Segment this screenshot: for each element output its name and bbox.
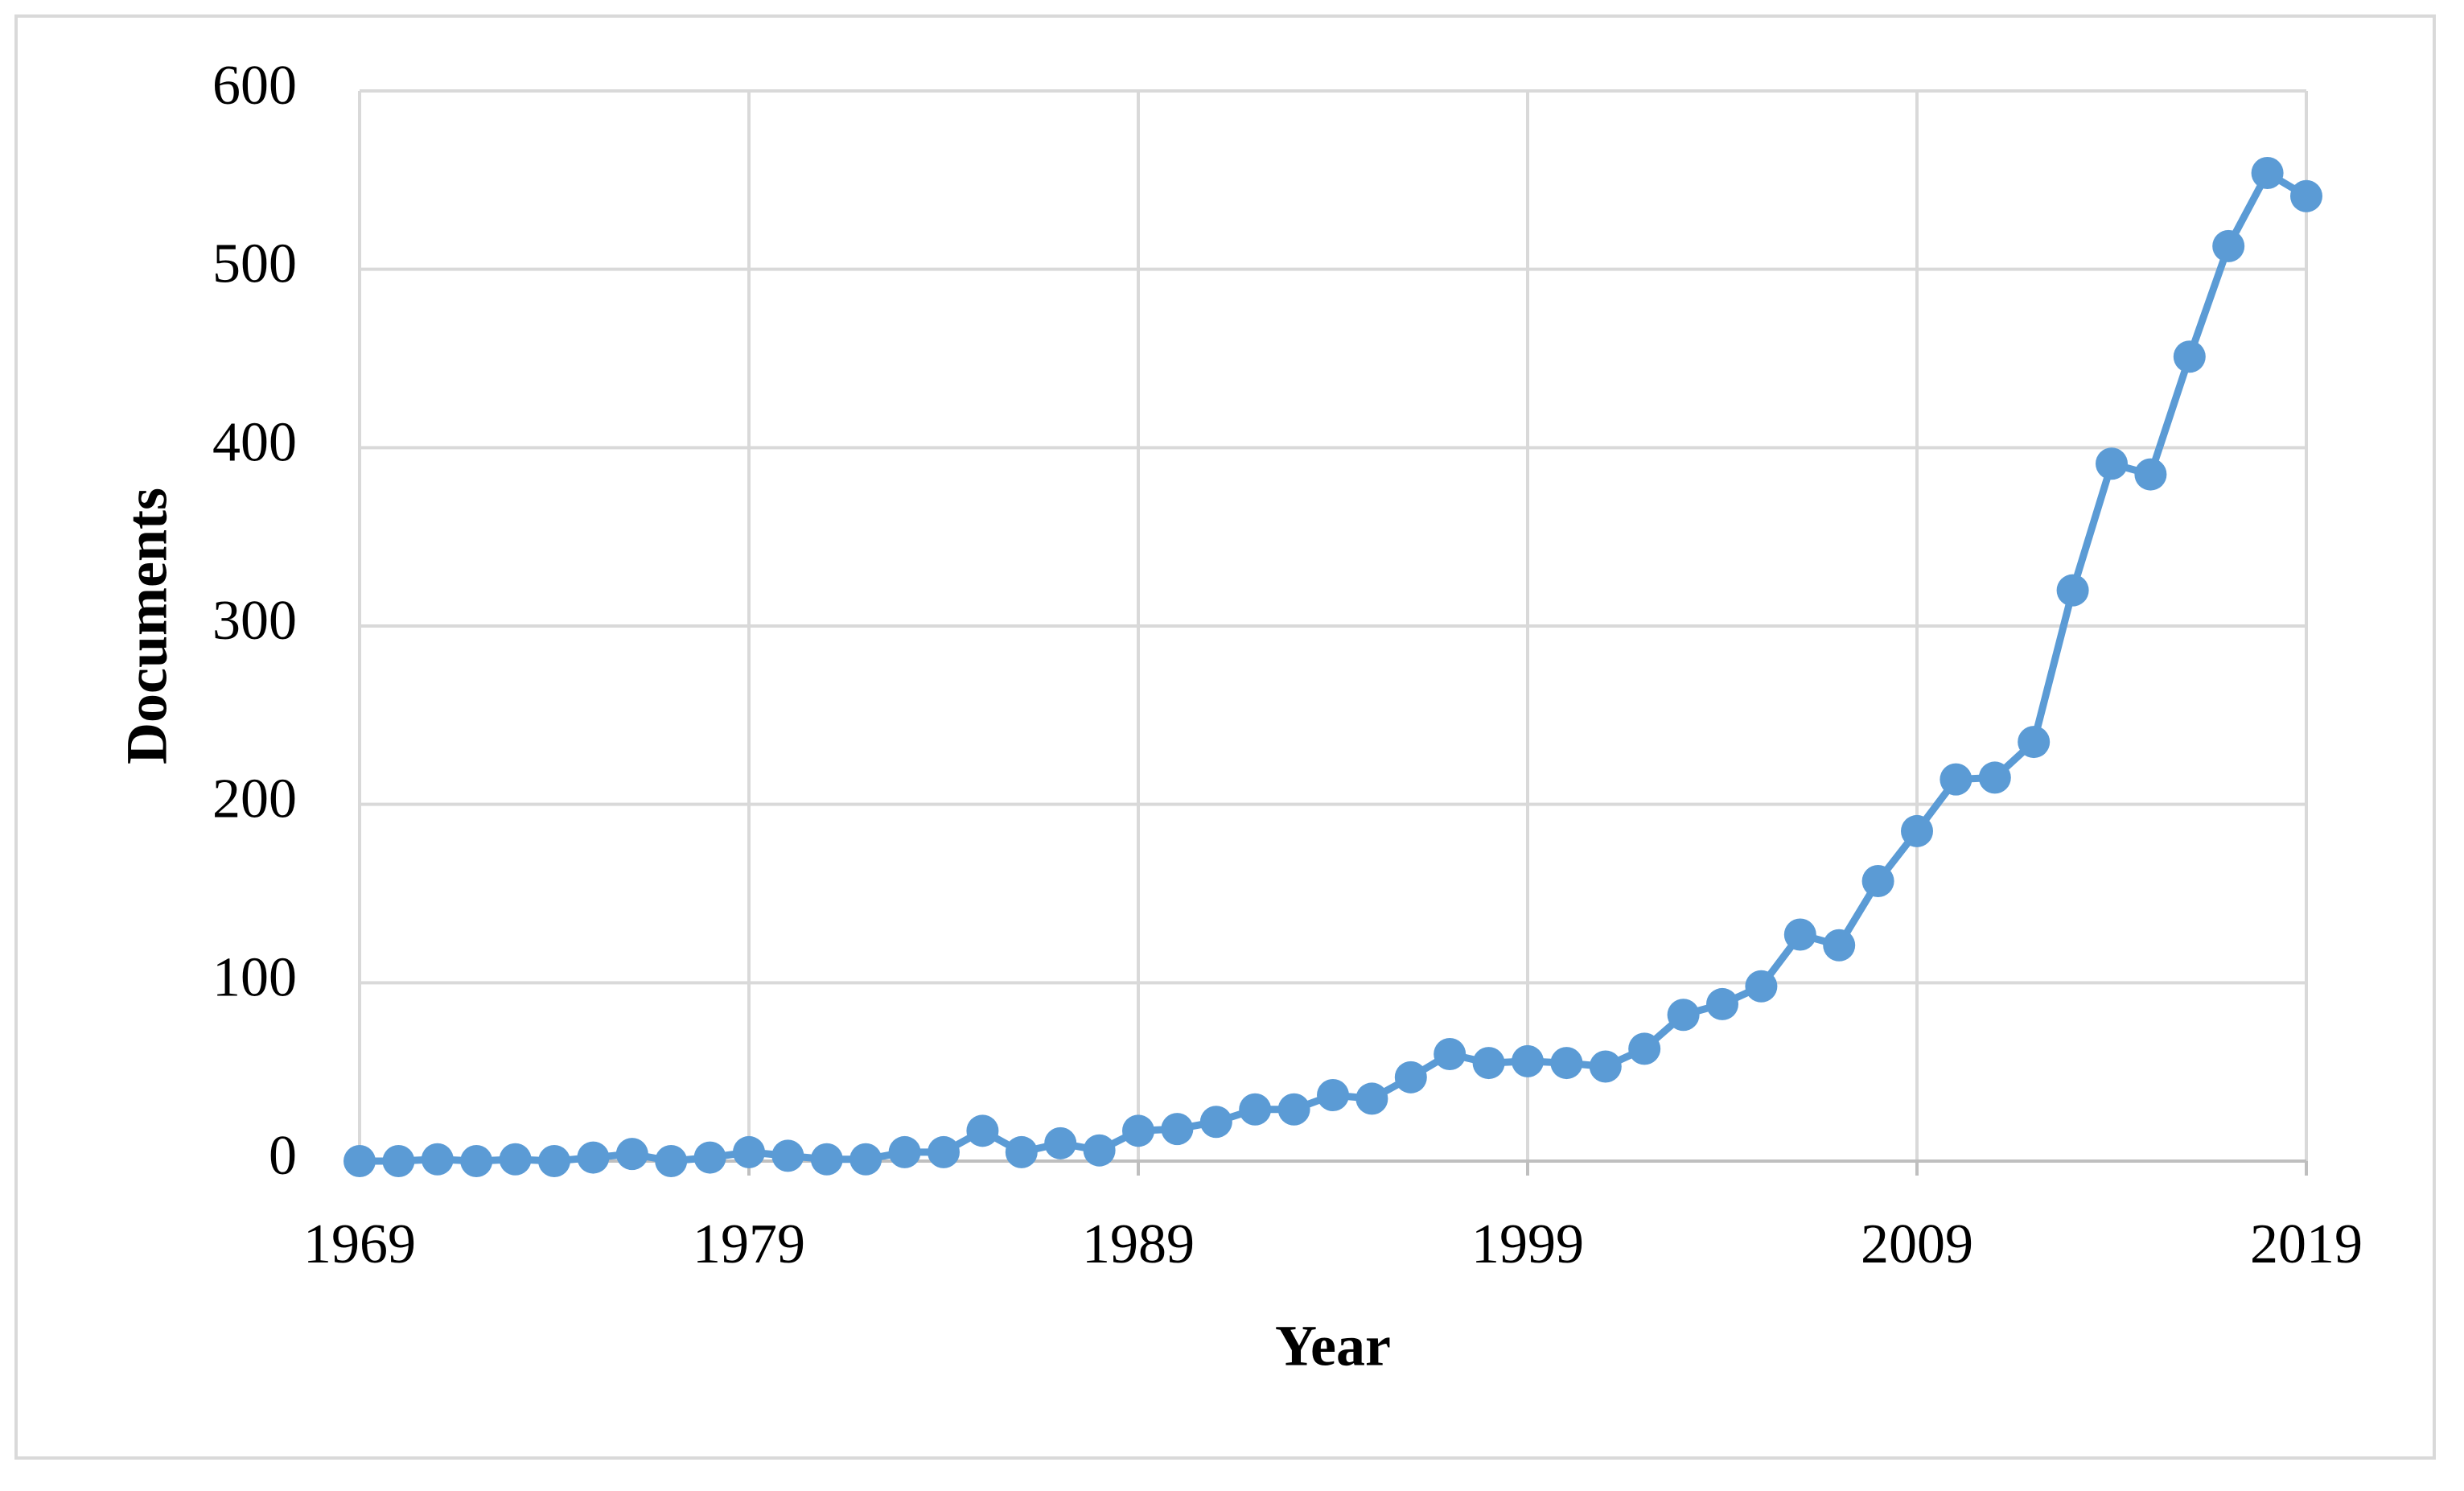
x-tick-label: 1969 [303, 1213, 416, 1275]
data-point [1161, 1113, 1194, 1146]
data-point [2056, 574, 2089, 607]
data-point [1355, 1082, 1388, 1115]
data-point [1706, 987, 1738, 1020]
data-point [655, 1145, 688, 1177]
data-point [1550, 1047, 1583, 1080]
y-tick-label: 500 [212, 233, 297, 295]
data-point [1472, 1047, 1505, 1080]
y-tick-label: 600 [212, 55, 297, 117]
data-point [577, 1141, 610, 1174]
data-point [343, 1145, 376, 1177]
data-point [849, 1143, 882, 1176]
data-point [2173, 340, 2206, 373]
data-point [693, 1141, 726, 1174]
data-point [1589, 1050, 1622, 1083]
data-point [421, 1143, 454, 1176]
x-axis-title: Year [1275, 1314, 1391, 1378]
data-point [888, 1135, 921, 1168]
data-point [1667, 999, 1700, 1032]
data-point [1628, 1032, 1661, 1065]
data-point [1394, 1061, 1427, 1094]
data-point [2018, 726, 2051, 759]
data-point [1122, 1114, 1154, 1147]
data-point [1005, 1135, 1038, 1168]
data-point [1277, 1093, 1310, 1126]
data-point [2096, 447, 2128, 480]
y-tick-label: 100 [212, 946, 297, 1008]
data-point [771, 1139, 804, 1172]
data-point [1317, 1078, 1349, 1111]
y-tick-label: 0 [269, 1125, 297, 1187]
data-point [1940, 763, 1972, 796]
data-point [460, 1145, 493, 1177]
data-point [1978, 761, 2011, 794]
data-point [1434, 1038, 1466, 1070]
data-point [382, 1145, 415, 1177]
data-point [538, 1145, 570, 1177]
data-point [1745, 970, 1778, 1003]
data-point [2134, 458, 2167, 491]
y-tick-label: 200 [212, 768, 297, 830]
y-axis-title: Documents [115, 488, 179, 764]
data-point [1239, 1093, 1272, 1126]
x-tick-label: 2019 [2250, 1213, 2363, 1275]
data-point [2212, 229, 2245, 262]
data-point [1783, 918, 1816, 951]
data-point [1512, 1044, 1544, 1077]
data-point [2290, 179, 2322, 212]
data-point [810, 1143, 843, 1176]
data-point [1901, 814, 1933, 847]
y-tick-label: 300 [212, 590, 297, 652]
data-point [928, 1135, 960, 1168]
x-tick-label: 2009 [1861, 1213, 1973, 1275]
x-tick-label: 1999 [1471, 1213, 1584, 1275]
data-point [1199, 1106, 1232, 1139]
data-point [2251, 156, 2284, 189]
data-point [966, 1114, 999, 1147]
data-point [1861, 864, 1894, 897]
x-tick-label: 1979 [693, 1213, 805, 1275]
data-point [615, 1138, 648, 1171]
data-point [1823, 929, 1856, 962]
data-point [499, 1143, 532, 1176]
data-point [1044, 1126, 1077, 1159]
y-tick-label: 400 [212, 411, 297, 473]
data-point [733, 1135, 765, 1168]
data-point [1083, 1134, 1116, 1167]
x-tick-label: 1989 [1082, 1213, 1195, 1275]
